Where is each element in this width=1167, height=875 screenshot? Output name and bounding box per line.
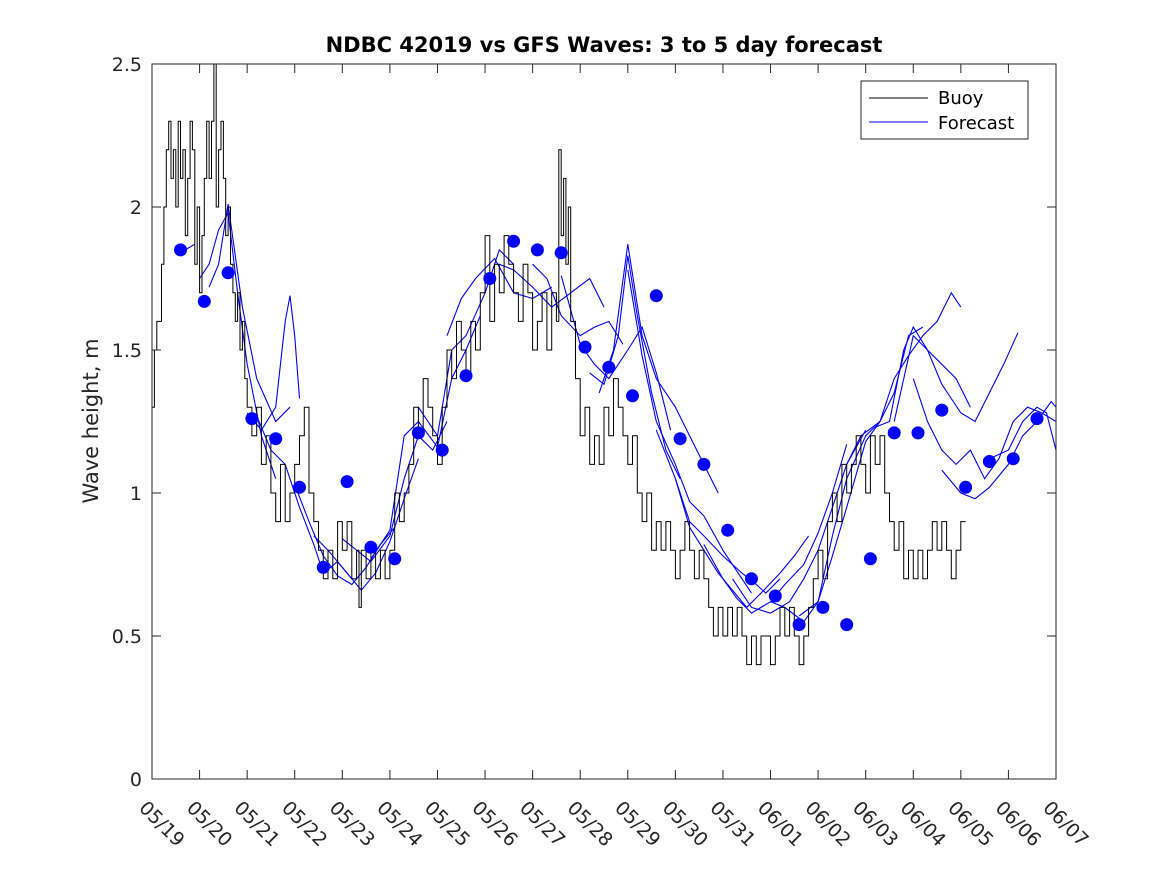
forecast-line: [989, 406, 1056, 460]
y-axis: 0 0.5 1 1.5 2 2.5: [112, 54, 1056, 791]
forecast-point: [697, 457, 711, 471]
forecast-point: [887, 426, 901, 440]
y-axis-label: Wave height, m: [79, 338, 103, 503]
forecast-line: [912, 378, 1056, 480]
forecast-line: [893, 332, 1019, 423]
forecast-point: [602, 360, 616, 374]
forecast-point: [578, 340, 592, 354]
forecast-line: [627, 269, 752, 594]
y-tick-label: 2.5: [112, 54, 142, 76]
data-layer: [152, 64, 1056, 666]
forecast-line: [256, 415, 353, 580]
forecast-line: [798, 326, 924, 617]
forecast-point: [483, 272, 497, 285]
forecast-point: [745, 572, 758, 586]
legend: Buoy Forecast: [860, 80, 1029, 140]
forecast-point: [530, 243, 544, 257]
forecast-point: [768, 589, 782, 603]
forecast-point: [364, 540, 378, 554]
forecast-point: [626, 389, 639, 403]
forecast-point: [840, 618, 854, 632]
buoy-series-line: [152, 64, 966, 666]
chart-title: NDBC 42019 vs GFS Waves: 3 to 5 day fore…: [326, 33, 883, 57]
forecast-point: [863, 552, 877, 566]
forecast-line: [313, 458, 419, 592]
forecast-line: [208, 204, 291, 423]
forecast-point: [269, 432, 283, 446]
forecast-line: [199, 210, 277, 479]
y-tick-label: 1.5: [112, 340, 142, 362]
forecast-point: [554, 246, 568, 260]
forecast-point: [293, 480, 306, 494]
forecast-point: [982, 455, 996, 468]
forecast-point: [245, 412, 259, 426]
forecast-line: [941, 400, 1056, 500]
legend-box: [860, 80, 1029, 140]
forecast-line: [874, 325, 971, 428]
forecast-point: [816, 600, 830, 614]
forecast-point: [507, 234, 521, 248]
forecast-point: [959, 480, 973, 494]
forecast-point: [649, 289, 663, 303]
forecast-point: [935, 403, 949, 417]
forecast-point: [911, 426, 925, 440]
forecast-point: [792, 618, 806, 632]
forecast-line: [674, 478, 810, 609]
forecast-point: [411, 426, 425, 440]
forecast-point: [459, 369, 473, 383]
forecast-point: [197, 294, 211, 308]
y-tick-label: 1: [130, 483, 142, 505]
forecast-point: [340, 475, 354, 489]
forecast-point: [673, 432, 687, 446]
forecast-line: [589, 255, 681, 479]
forecast-line: [598, 244, 719, 494]
y-tick-label: 0.5: [112, 626, 142, 648]
legend-forecast-label: Forecast: [938, 113, 1014, 134]
forecast-point: [388, 552, 402, 566]
forecast-point: [316, 560, 330, 574]
legend-buoy-label: Buoy: [938, 88, 984, 109]
forecast-line: [370, 315, 481, 560]
forecast-point: [221, 266, 235, 280]
y-tick-label: 0: [130, 769, 142, 791]
forecast-point: [1030, 412, 1044, 426]
forecast-point: [721, 523, 735, 537]
plot-area-frame: [151, 63, 1057, 780]
y-tick-label: 2: [130, 197, 142, 219]
forecast-line: [532, 263, 624, 345]
forecast-point: [174, 243, 187, 257]
forecast-point: [435, 443, 449, 457]
forecast-point: [1006, 452, 1020, 466]
